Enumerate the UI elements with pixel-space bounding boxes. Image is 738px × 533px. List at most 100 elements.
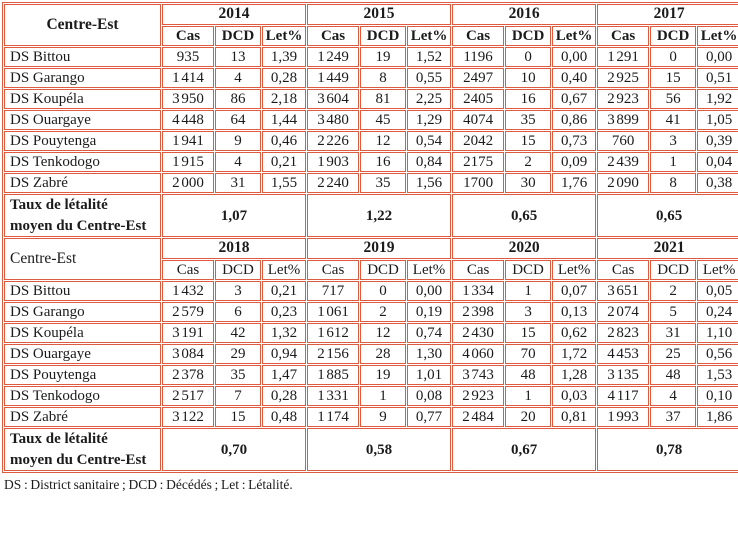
value-cell: 2175	[452, 152, 505, 172]
value-cell: 2 925	[597, 68, 650, 88]
col-header: Let%	[697, 260, 738, 280]
col-header: DCD	[505, 260, 552, 280]
value-cell: 0	[505, 47, 552, 67]
value-cell: 1 331	[307, 386, 360, 406]
value-cell: 0,54	[407, 131, 452, 151]
value-cell: 64	[215, 110, 261, 130]
value-cell: 15	[650, 68, 697, 88]
value-cell: 2 517	[162, 386, 214, 406]
value-cell: 35	[360, 173, 407, 193]
value-cell: 0,81	[552, 407, 597, 427]
summary-row: Taux de létalité moyen du Centre-Est 1,07 1…	[4, 194, 738, 237]
summary-label-line2: moyen du Centre-Est	[10, 451, 147, 468]
value-cell: 2 484	[452, 407, 505, 427]
value-cell: 0,46	[262, 131, 307, 151]
value-cell: 3	[650, 131, 697, 151]
value-cell: 3 480	[307, 110, 360, 130]
page: Centre-Est 2014 2015 2016 2017 Cas DCD Let% Cas D…	[2, 2, 738, 492]
district-label: DS Bittou	[4, 281, 161, 301]
district-label: DS Garango	[4, 302, 161, 322]
value-cell: 0,40	[552, 68, 597, 88]
value-cell: 3 191	[162, 323, 214, 343]
value-cell: 0,21	[262, 281, 307, 301]
col-header: Cas	[162, 26, 214, 46]
value-cell: 2 090	[597, 173, 650, 193]
summary-value: 1,22	[307, 194, 452, 237]
value-cell: 1 993	[597, 407, 650, 427]
summary-label: Taux de létalité moyen du Centre-Est	[4, 428, 161, 471]
col-header: DCD	[505, 26, 552, 46]
value-cell: 6	[215, 302, 261, 322]
col-header: DCD	[650, 260, 697, 280]
value-cell: 5	[650, 302, 697, 322]
value-cell: 0	[650, 47, 697, 67]
value-cell: 0,05	[697, 281, 738, 301]
value-cell: 1	[650, 152, 697, 172]
value-cell: 4	[215, 152, 261, 172]
col-header: DCD	[360, 26, 407, 46]
district-row: DS Garango 1 414 4 0,28 1 449 8 0,55 2497 10 0,40…	[4, 68, 738, 88]
value-cell: 2 226	[307, 131, 360, 151]
value-cell: 48	[505, 365, 552, 385]
district-row: DS Tenkodogo 1 915 4 0,21 1 903 16 0,84 2175 2 0,…	[4, 152, 738, 172]
value-cell: 1 291	[597, 47, 650, 67]
value-cell: 12	[360, 323, 407, 343]
year-header: 2020	[452, 238, 597, 259]
value-cell: 0,24	[697, 302, 738, 322]
value-cell: 0	[360, 281, 407, 301]
value-cell: 30	[505, 173, 552, 193]
value-cell: 1 915	[162, 152, 214, 172]
summary-value: 0,58	[307, 428, 452, 471]
value-cell: 1 249	[307, 47, 360, 67]
value-cell: 0,86	[552, 110, 597, 130]
district-label: DS Koupéla	[4, 89, 161, 109]
value-cell: 0,00	[407, 281, 452, 301]
value-cell: 10	[505, 68, 552, 88]
district-label: DS Koupéla	[4, 323, 161, 343]
col-header: DCD	[650, 26, 697, 46]
value-cell: 29	[215, 344, 261, 364]
value-cell: 0,77	[407, 407, 452, 427]
value-cell: 19	[360, 47, 407, 67]
col-header: Cas	[452, 26, 505, 46]
summary-row: Taux de létalité moyen du Centre-Est 0,70 0…	[4, 428, 738, 471]
value-cell: 2	[650, 281, 697, 301]
year-header: 2018	[162, 238, 307, 259]
value-cell: 3	[215, 281, 261, 301]
value-cell: 0,23	[262, 302, 307, 322]
value-cell: 15	[505, 323, 552, 343]
value-cell: 3 651	[597, 281, 650, 301]
value-cell: 45	[360, 110, 407, 130]
summary-label: Taux de létalité moyen du Centre-Est	[4, 194, 161, 237]
value-cell: 9	[360, 407, 407, 427]
value-cell: 0,21	[262, 152, 307, 172]
value-cell: 2	[360, 302, 407, 322]
value-cell: 0,94	[262, 344, 307, 364]
value-cell: 2 074	[597, 302, 650, 322]
value-cell: 1,53	[697, 365, 738, 385]
value-cell: 25	[650, 344, 697, 364]
value-cell: 2 923	[597, 89, 650, 109]
value-cell: 3 604	[307, 89, 360, 109]
value-cell: 4	[215, 68, 261, 88]
value-cell: 1,39	[262, 47, 307, 67]
value-cell: 1,01	[407, 365, 452, 385]
value-cell: 4074	[452, 110, 505, 130]
value-cell: 4 448	[162, 110, 214, 130]
year-header: 2014	[162, 4, 307, 25]
value-cell: 1 903	[307, 152, 360, 172]
col-header: Let%	[407, 260, 452, 280]
col-header: Cas	[162, 260, 214, 280]
value-cell: 20	[505, 407, 552, 427]
value-cell: 3 122	[162, 407, 214, 427]
value-cell: 717	[307, 281, 360, 301]
district-row: DS Zabré 3 122 15 0,48 1 174 9 0,77 2 484 20 0,81…	[4, 407, 738, 427]
value-cell: 1 885	[307, 365, 360, 385]
district-label: DS Pouytenga	[4, 131, 161, 151]
lethality-table: Centre-Est 2014 2015 2016 2017 Cas DCD Let% Cas D…	[2, 2, 738, 473]
value-cell: 1 414	[162, 68, 214, 88]
summary-label-line1: Taux de létalité	[10, 431, 108, 448]
summary-value: 0,70	[162, 428, 307, 471]
header-row-measures: Cas DCD Let% Cas DCD Let% Cas DCD Let% Cas DCD Let%	[4, 260, 738, 280]
value-cell: 0,62	[552, 323, 597, 343]
